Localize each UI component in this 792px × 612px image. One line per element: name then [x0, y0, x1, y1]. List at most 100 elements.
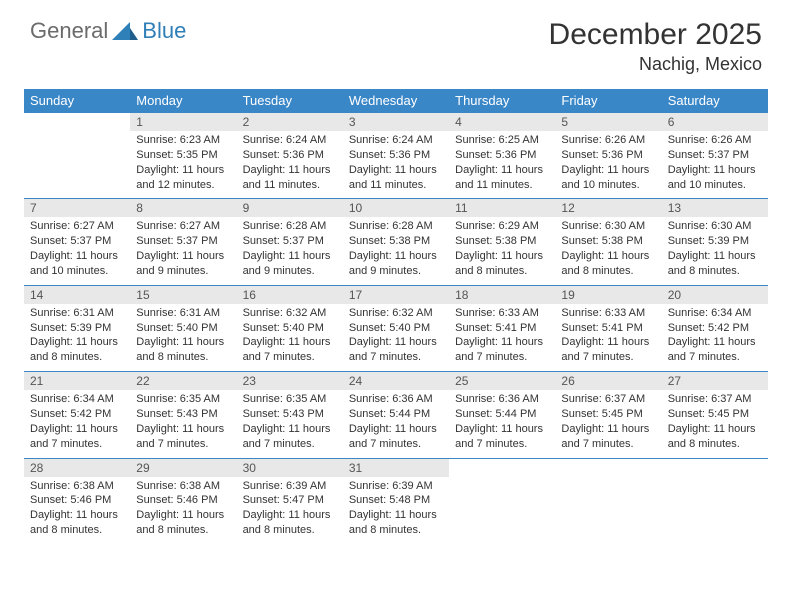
day2-text: and 8 minutes. — [668, 437, 762, 452]
daynum-cell: 12 — [555, 199, 661, 218]
day1-text: Daylight: 11 hours — [561, 249, 655, 264]
sunrise-text: Sunrise: 6:32 AM — [243, 306, 337, 321]
sunrise-text: Sunrise: 6:27 AM — [30, 219, 124, 234]
sunset-text: Sunset: 5:36 PM — [349, 148, 443, 163]
daynum-cell: 25 — [449, 372, 555, 391]
day1-text: Daylight: 11 hours — [136, 335, 230, 350]
day-content: Sunrise: 6:33 AMSunset: 5:41 PMDaylight:… — [555, 304, 661, 372]
daynum-cell: 30 — [237, 458, 343, 477]
daynum-cell: 2 — [237, 113, 343, 132]
day-content: Sunrise: 6:28 AMSunset: 5:37 PMDaylight:… — [237, 217, 343, 285]
sunrise-text: Sunrise: 6:23 AM — [136, 133, 230, 148]
daynum-cell: 1 — [130, 113, 236, 132]
sunset-text: Sunset: 5:40 PM — [136, 321, 230, 336]
day1-text: Daylight: 11 hours — [561, 335, 655, 350]
day2-text: and 8 minutes. — [561, 264, 655, 279]
sunrise-text: Sunrise: 6:36 AM — [455, 392, 549, 407]
daynum-cell — [449, 458, 555, 477]
day-content: Sunrise: 6:34 AMSunset: 5:42 PMDaylight:… — [24, 390, 130, 458]
day-content: Sunrise: 6:30 AMSunset: 5:39 PMDaylight:… — [662, 217, 768, 285]
day-header: Monday — [130, 89, 236, 113]
day-content — [662, 477, 768, 544]
day2-text: and 7 minutes. — [243, 437, 337, 452]
daynum-cell: 21 — [24, 372, 130, 391]
day1-text: Daylight: 11 hours — [349, 249, 443, 264]
day-content: Sunrise: 6:36 AMSunset: 5:44 PMDaylight:… — [343, 390, 449, 458]
day1-text: Daylight: 11 hours — [136, 249, 230, 264]
content-row: Sunrise: 6:23 AMSunset: 5:35 PMDaylight:… — [24, 131, 768, 199]
daynum-cell: 4 — [449, 113, 555, 132]
day1-text: Daylight: 11 hours — [455, 249, 549, 264]
sunrise-text: Sunrise: 6:31 AM — [30, 306, 124, 321]
daynum-cell: 8 — [130, 199, 236, 218]
daynum-row: 21222324252627 — [24, 372, 768, 391]
daynum-cell: 24 — [343, 372, 449, 391]
logo-triangle-icon — [112, 22, 138, 40]
daynum-cell: 13 — [662, 199, 768, 218]
daynum-cell: 14 — [24, 285, 130, 304]
daynum-cell: 17 — [343, 285, 449, 304]
sunset-text: Sunset: 5:37 PM — [668, 148, 762, 163]
sunrise-text: Sunrise: 6:28 AM — [349, 219, 443, 234]
day1-text: Daylight: 11 hours — [668, 335, 762, 350]
sunrise-text: Sunrise: 6:24 AM — [243, 133, 337, 148]
day-content: Sunrise: 6:31 AMSunset: 5:39 PMDaylight:… — [24, 304, 130, 372]
day1-text: Daylight: 11 hours — [668, 163, 762, 178]
day2-text: and 10 minutes. — [30, 264, 124, 279]
sunrise-text: Sunrise: 6:25 AM — [455, 133, 549, 148]
day1-text: Daylight: 11 hours — [30, 508, 124, 523]
content-row: Sunrise: 6:34 AMSunset: 5:42 PMDaylight:… — [24, 390, 768, 458]
day-header: Tuesday — [237, 89, 343, 113]
day-content: Sunrise: 6:35 AMSunset: 5:43 PMDaylight:… — [237, 390, 343, 458]
day2-text: and 10 minutes. — [561, 178, 655, 193]
sunset-text: Sunset: 5:44 PM — [349, 407, 443, 422]
day-content: Sunrise: 6:23 AMSunset: 5:35 PMDaylight:… — [130, 131, 236, 199]
sunset-text: Sunset: 5:35 PM — [136, 148, 230, 163]
day-content: Sunrise: 6:27 AMSunset: 5:37 PMDaylight:… — [130, 217, 236, 285]
day2-text: and 7 minutes. — [561, 350, 655, 365]
sunset-text: Sunset: 5:42 PM — [668, 321, 762, 336]
sunset-text: Sunset: 5:46 PM — [136, 493, 230, 508]
sunrise-text: Sunrise: 6:33 AM — [455, 306, 549, 321]
day-content: Sunrise: 6:28 AMSunset: 5:38 PMDaylight:… — [343, 217, 449, 285]
day-content: Sunrise: 6:37 AMSunset: 5:45 PMDaylight:… — [555, 390, 661, 458]
day2-text: and 7 minutes. — [455, 437, 549, 452]
calendar-table: Sunday Monday Tuesday Wednesday Thursday… — [24, 89, 768, 544]
sunset-text: Sunset: 5:36 PM — [561, 148, 655, 163]
daynum-cell: 26 — [555, 372, 661, 391]
day-header: Friday — [555, 89, 661, 113]
day-content: Sunrise: 6:24 AMSunset: 5:36 PMDaylight:… — [237, 131, 343, 199]
day-header: Thursday — [449, 89, 555, 113]
daynum-cell: 7 — [24, 199, 130, 218]
sunrise-text: Sunrise: 6:29 AM — [455, 219, 549, 234]
day1-text: Daylight: 11 hours — [136, 163, 230, 178]
sunrise-text: Sunrise: 6:39 AM — [349, 479, 443, 494]
day-content: Sunrise: 6:30 AMSunset: 5:38 PMDaylight:… — [555, 217, 661, 285]
sunrise-text: Sunrise: 6:34 AM — [668, 306, 762, 321]
sunrise-text: Sunrise: 6:30 AM — [668, 219, 762, 234]
daynum-cell — [555, 458, 661, 477]
day1-text: Daylight: 11 hours — [668, 249, 762, 264]
day-content: Sunrise: 6:39 AMSunset: 5:47 PMDaylight:… — [237, 477, 343, 544]
day1-text: Daylight: 11 hours — [349, 422, 443, 437]
sunset-text: Sunset: 5:37 PM — [243, 234, 337, 249]
daynum-row: 78910111213 — [24, 199, 768, 218]
day1-text: Daylight: 11 hours — [30, 422, 124, 437]
daynum-cell: 10 — [343, 199, 449, 218]
day1-text: Daylight: 11 hours — [243, 163, 337, 178]
day-content: Sunrise: 6:34 AMSunset: 5:42 PMDaylight:… — [662, 304, 768, 372]
sunrise-text: Sunrise: 6:35 AM — [136, 392, 230, 407]
content-row: Sunrise: 6:31 AMSunset: 5:39 PMDaylight:… — [24, 304, 768, 372]
sunset-text: Sunset: 5:42 PM — [30, 407, 124, 422]
day-content — [555, 477, 661, 544]
daynum-cell: 20 — [662, 285, 768, 304]
day-content — [449, 477, 555, 544]
day2-text: and 8 minutes. — [30, 523, 124, 538]
title-block: December 2025 Nachig, Mexico — [549, 18, 762, 75]
sunrise-text: Sunrise: 6:27 AM — [136, 219, 230, 234]
day1-text: Daylight: 11 hours — [561, 422, 655, 437]
day1-text: Daylight: 11 hours — [136, 422, 230, 437]
day2-text: and 7 minutes. — [243, 350, 337, 365]
sunset-text: Sunset: 5:40 PM — [349, 321, 443, 336]
day-header: Wednesday — [343, 89, 449, 113]
